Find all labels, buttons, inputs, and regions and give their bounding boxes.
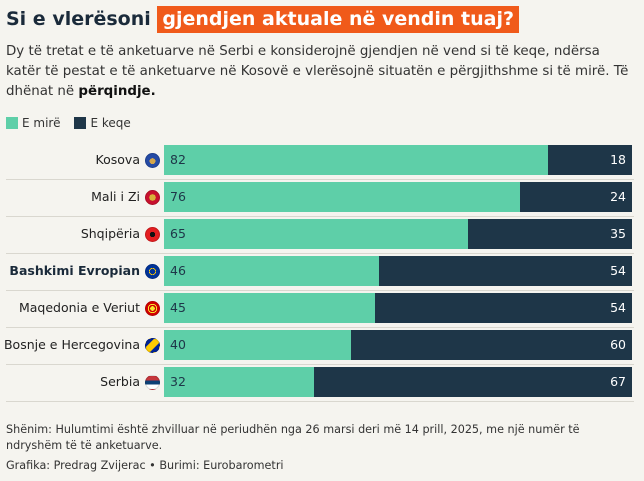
bar-segment-bad: 54	[375, 293, 632, 323]
data-label-bad: 54	[610, 263, 626, 278]
row-divider	[6, 290, 634, 291]
stacked-bar: 40 60	[164, 330, 632, 360]
category-label: Bashkimi Evropian	[9, 254, 160, 288]
category-label: Kosova	[96, 143, 160, 177]
chart-row: Mali i Zi 76 24	[6, 180, 634, 217]
bar-segment-good: 76	[164, 182, 520, 212]
stacked-bar: 76 24	[164, 182, 632, 212]
category-label: Shqipëria	[81, 217, 160, 251]
data-label-bad: 18	[610, 152, 626, 167]
bar-segment-bad: 54	[379, 256, 632, 286]
bar-segment-good: 46	[164, 256, 379, 286]
legend-label-bad: E keqe	[90, 116, 131, 130]
row-divider	[6, 216, 634, 217]
legend: E mirë E keqe	[6, 116, 145, 130]
footnote: Shënim: Hulumtimi është zhvilluar në per…	[6, 423, 580, 452]
bar-segment-bad: 60	[351, 330, 632, 360]
credit-line: Grafika: Predrag Zvijerac • Burimi: Euro…	[6, 459, 284, 472]
row-divider	[6, 253, 634, 254]
data-label-good: 65	[170, 226, 186, 241]
legend-swatch-good	[6, 117, 18, 129]
subtitle-bold: përqindje.	[78, 84, 156, 99]
data-label-bad: 35	[610, 226, 626, 241]
bar-segment-bad: 67	[314, 367, 632, 397]
category-label: Maqedonia e Veriut	[19, 291, 160, 325]
stacked-bar: 32 67	[164, 367, 632, 397]
stacked-bar: 46 54	[164, 256, 632, 286]
row-divider	[6, 401, 634, 402]
chart-row: Kosova 82 18	[6, 143, 634, 180]
row-divider	[6, 364, 634, 365]
bar-segment-good: 82	[164, 145, 548, 175]
chart-row: Shqipëria 65 35	[6, 217, 634, 254]
bar-segment-bad: 24	[520, 182, 632, 212]
bar-segment-bad: 35	[468, 219, 632, 249]
category-label-text: Maqedonia e Veriut	[18, 300, 140, 315]
legend-label-good: E mirë	[22, 116, 61, 130]
row-divider	[6, 327, 634, 328]
chart-row: Maqedonia e Veriut 45 54	[6, 291, 634, 328]
title-prefix: Si e vlerësoni	[6, 8, 151, 30]
category-label-text: Shqipëria	[80, 226, 140, 241]
bosnia-flag-icon	[145, 337, 160, 353]
data-label-bad: 54	[610, 300, 626, 315]
serbia-flag-icon	[145, 374, 160, 390]
category-label-text: Bashkimi Evropian	[9, 263, 140, 278]
category-label: Mali i Zi	[91, 180, 160, 214]
category-label-text: Serbia	[100, 374, 140, 389]
stacked-bar: 45 54	[164, 293, 632, 323]
data-label-bad: 24	[610, 189, 626, 204]
legend-item-good: E mirë	[6, 116, 60, 130]
stacked-bar: 82 18	[164, 145, 632, 175]
data-label-good: 76	[170, 189, 186, 204]
subtitle-text: Dy të tretat e të anketuarve në Serbi e …	[6, 44, 629, 99]
bar-segment-bad: 18	[548, 145, 632, 175]
bar-segment-good: 45	[164, 293, 375, 323]
chart-row: Serbia 32 67	[6, 365, 634, 402]
category-label-text: Bosnje e Hercegovina	[3, 337, 140, 352]
chart-row: Bashkimi Evropian 46 54	[6, 254, 634, 291]
montenegro-flag-icon	[145, 189, 160, 205]
stacked-bar: 65 35	[164, 219, 632, 249]
bar-segment-good: 40	[164, 330, 351, 360]
data-label-good: 45	[170, 300, 186, 315]
eu-flag-icon	[145, 263, 160, 279]
row-divider	[6, 179, 634, 180]
data-label-bad: 60	[610, 337, 626, 352]
category-label-text: Mali i Zi	[91, 189, 140, 204]
category-label-text: Kosova	[95, 152, 140, 167]
chart-title: Si e vlerësoni gjendjen aktuale në vendi…	[6, 4, 520, 34]
data-label-good: 32	[170, 374, 186, 389]
legend-swatch-bad	[74, 117, 87, 129]
data-label-good: 46	[170, 263, 186, 278]
north-macedonia-flag-icon	[145, 300, 160, 316]
data-label-good: 40	[170, 337, 186, 352]
kosovo-flag-icon	[145, 152, 160, 168]
data-label-bad: 67	[610, 374, 626, 389]
title-highlight: gjendjen aktuale në vendin tuaj?	[157, 6, 520, 33]
albania-flag-icon	[145, 226, 160, 242]
category-label: Serbia	[100, 365, 160, 399]
bar-segment-good: 32	[164, 367, 314, 397]
category-label: Bosnje e Hercegovina	[4, 328, 160, 362]
data-label-good: 82	[170, 152, 186, 167]
chart-row: Bosnje e Hercegovina 40 60	[4, 328, 634, 365]
bar-segment-good: 65	[164, 219, 468, 249]
chart-subtitle: Dy të tretat e të anketuarve në Serbi e …	[6, 42, 634, 102]
legend-item-bad: E keqe	[74, 116, 131, 130]
